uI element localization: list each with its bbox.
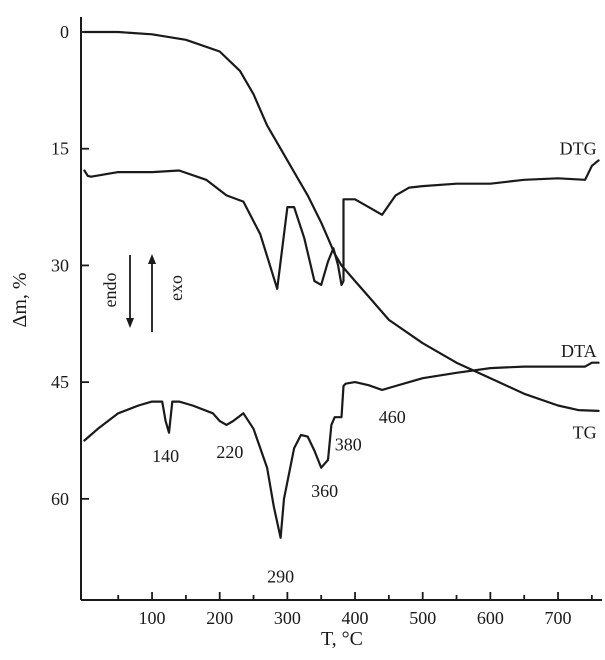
y-tick-label: 15 bbox=[51, 139, 69, 159]
x-tick-label: 300 bbox=[274, 608, 301, 628]
peak-annotations: 140 220 290 360 380 460 bbox=[152, 407, 406, 587]
y-tick-label: 0 bbox=[60, 22, 69, 42]
x-ticks: 100 200 300 400 500 600 700 bbox=[117, 592, 593, 628]
curve-label-dta: DTA bbox=[561, 341, 597, 361]
peak-label-360: 360 bbox=[311, 481, 338, 501]
y-ticks: 0 15 30 45 60 bbox=[51, 22, 89, 509]
y-tick-label: 60 bbox=[51, 489, 69, 509]
endo-arrow-head bbox=[126, 318, 134, 328]
curves bbox=[83, 30, 600, 539]
series-dta-line bbox=[83, 361, 600, 539]
x-tick-label: 400 bbox=[342, 608, 369, 628]
exo-arrow-head bbox=[148, 254, 156, 264]
peak-label-380: 380 bbox=[335, 434, 362, 454]
curve-label-tg: TG bbox=[573, 423, 597, 443]
x-tick-label: 500 bbox=[409, 608, 436, 628]
endo-exo-arrows: endo exo bbox=[100, 254, 186, 332]
x-tick-label: 200 bbox=[206, 608, 233, 628]
axes bbox=[80, 17, 602, 601]
peak-label-460: 460 bbox=[379, 407, 406, 427]
x-tick-label: 700 bbox=[545, 608, 572, 628]
endo-label: endo bbox=[100, 273, 120, 308]
peak-label-140: 140 bbox=[152, 446, 179, 466]
x-tick-label: 100 bbox=[139, 608, 166, 628]
curve-label-dtg: DTG bbox=[560, 139, 597, 159]
series-dtg-line bbox=[83, 159, 600, 290]
y-tick-label: 30 bbox=[51, 255, 69, 275]
peak-label-290: 290 bbox=[267, 567, 294, 587]
series-tg-line bbox=[83, 30, 600, 412]
curve-labels: DTG DTA TG bbox=[560, 139, 597, 443]
peak-label-220: 220 bbox=[216, 442, 243, 462]
x-tick-label: 600 bbox=[477, 608, 504, 628]
exo-label: exo bbox=[166, 275, 186, 301]
x-axis-title: T, °C bbox=[321, 628, 363, 650]
y-tick-label: 45 bbox=[51, 372, 69, 392]
y-axis-title: Δm, % bbox=[9, 272, 31, 327]
